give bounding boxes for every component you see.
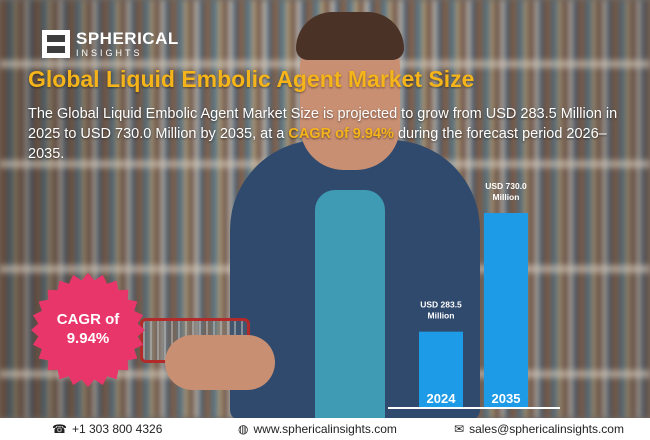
badge-line2: 9.94%	[66, 330, 110, 347]
badge-starburst	[31, 273, 145, 387]
phone-icon: ☎	[52, 422, 67, 436]
website-text: www.sphericalinsights.com	[253, 422, 397, 436]
brand-sub: INSIGHTS	[76, 48, 143, 58]
cagr-highlight: CAGR of 9.94%	[288, 126, 394, 142]
description-text-end: during the forecast period 2026–2035.	[28, 126, 607, 162]
email-text: sales@sphericalinsights.com	[469, 422, 624, 436]
logo-icon	[42, 30, 70, 58]
brand-name: SPHERICAL	[76, 29, 179, 48]
footer-bar: ☎ +1 303 800 4326 ◍ www.sphericalinsight…	[0, 418, 650, 440]
bar-2024	[419, 331, 463, 407]
data-label-2024-line2: Million	[428, 311, 455, 321]
globe-icon: ◍	[238, 422, 249, 436]
description: The Global Liquid Embolic Agent Market S…	[28, 104, 638, 164]
mail-icon: ✉	[454, 422, 465, 436]
person-hand	[165, 335, 275, 390]
badge-line1: CAGR of	[56, 311, 120, 328]
footer-email[interactable]: ✉ sales@sphericalinsights.com	[454, 422, 624, 436]
footer-website[interactable]: ◍ www.sphericalinsights.com	[238, 422, 397, 436]
category-label-2024: 2024	[427, 391, 457, 406]
cagr-badge: CAGR of 9.94%	[30, 272, 146, 388]
data-label-2024-line1: USD 283.5	[420, 300, 462, 310]
data-label-2035-line2: Million	[493, 192, 520, 202]
data-label-2035-line1: USD 730.0	[485, 181, 527, 191]
footer-phone[interactable]: ☎ +1 303 800 4326	[52, 422, 162, 436]
brand-logo: SPHERICAL INSIGHTS	[42, 30, 179, 58]
phone-text: +1 303 800 4326	[71, 422, 163, 436]
person-shirt	[315, 190, 385, 420]
person-hair	[296, 12, 404, 60]
description-text: The Global Liquid Embolic Agent Market S…	[28, 106, 618, 142]
page-title: Global Liquid Embolic Agent Market Size	[28, 66, 475, 92]
category-label-2035: 2035	[492, 391, 521, 406]
bar-2035	[484, 213, 528, 407]
